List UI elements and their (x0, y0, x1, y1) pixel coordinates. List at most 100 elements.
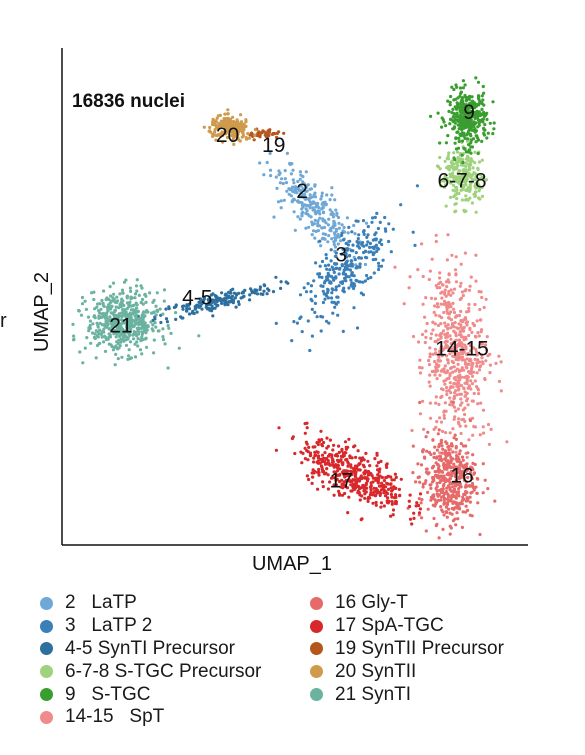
cluster-3-point (330, 291, 334, 295)
cluster-21-point (90, 291, 94, 295)
cluster-21-point (116, 325, 121, 329)
cluster-17-point (357, 485, 361, 489)
cluster-6-7-8-point (473, 150, 477, 154)
cluster-14-15-point (433, 347, 437, 351)
cluster-17-point (305, 421, 309, 425)
cluster-21-point (133, 322, 138, 326)
cluster-16-point (466, 475, 470, 480)
cluster-4-5-point (248, 298, 252, 302)
cluster-2-point (275, 186, 279, 190)
cluster-14-15-point (446, 323, 450, 327)
cluster-16-point (464, 444, 468, 448)
cluster-20-point (218, 132, 222, 136)
cluster-17-point (376, 461, 381, 465)
cluster-21-point (118, 334, 122, 338)
cluster-14-15-point (453, 268, 458, 272)
cluster-14-15-point (429, 332, 434, 336)
cluster-4-5-point (248, 293, 252, 297)
cluster-17-point (351, 478, 355, 482)
cluster-17-point (392, 496, 396, 500)
cluster-3-point (318, 264, 322, 268)
cluster-14-15-point (445, 354, 449, 358)
cluster-16-point (447, 448, 451, 452)
cluster-17-point (349, 489, 353, 493)
cluster-17-point (313, 450, 317, 454)
cluster-21-point (117, 306, 121, 310)
cluster-2-point (314, 212, 318, 216)
cluster-17-point (340, 449, 344, 453)
cluster-21-point (109, 319, 113, 323)
cluster-21-point (107, 303, 111, 307)
cluster-3-point (331, 311, 335, 315)
cluster-17-point (338, 472, 342, 477)
cluster-17-point (348, 454, 352, 458)
cluster-17-point (410, 522, 414, 526)
cluster-6-7-8-point (470, 201, 474, 205)
cluster-9-point (440, 116, 444, 120)
cluster-6-7-8-point (474, 210, 478, 214)
cluster-14-15-point (424, 335, 428, 339)
legend-item-16: 16 Gly-T (310, 592, 504, 615)
cluster-14-15-point (439, 336, 443, 340)
cluster-20-point (232, 121, 237, 125)
cluster-14-15-point (434, 395, 438, 399)
legend-swatch-4-5 (40, 642, 53, 656)
cluster-4-5-point (167, 307, 171, 311)
cluster-16-point (472, 472, 476, 476)
cluster-3-point (357, 256, 361, 260)
cluster-19-point (267, 133, 271, 137)
cluster-4-5-point (214, 295, 218, 299)
cluster-21-point (119, 340, 123, 344)
cluster-16-point (433, 445, 437, 449)
cluster-6-7-8-point (461, 183, 465, 187)
cluster-14-15-point (454, 334, 458, 338)
cluster-16-point (450, 512, 454, 516)
cluster-21-point (124, 343, 129, 347)
cluster-14-15-point (427, 358, 431, 363)
cluster-3-point (334, 285, 338, 289)
cluster-16-point (444, 490, 448, 494)
cluster-14-15-point (473, 357, 477, 361)
cluster-17-point (417, 511, 422, 515)
cluster-21-point (140, 335, 144, 339)
cluster-14-15-point (460, 401, 464, 405)
cluster-16-point (420, 498, 424, 502)
cluster-3-point (340, 252, 344, 256)
cluster-16-point (455, 511, 459, 515)
cluster-2-point (332, 242, 336, 247)
cluster-17-point (364, 481, 368, 485)
cluster-20-point (236, 137, 240, 141)
cluster-17-point (375, 464, 379, 468)
cluster-21-point (136, 337, 140, 341)
cluster-6-7-8-point (465, 139, 470, 143)
cluster-17-point (337, 479, 342, 484)
cluster-16-point (470, 466, 474, 470)
cluster-9-point (491, 100, 495, 104)
cluster-6-7-8-point (476, 181, 480, 185)
cluster-9-point (454, 147, 459, 151)
cluster-14-15-point (440, 296, 444, 300)
cluster-9-point (452, 126, 457, 130)
cluster-21-point (129, 308, 134, 312)
cluster-3-point (348, 264, 352, 268)
cluster-3-point (361, 293, 365, 297)
cluster-16-point (441, 527, 445, 532)
cluster-6-7-8-point (480, 185, 484, 189)
cluster-17-point (393, 472, 397, 476)
cluster-3-point (321, 315, 325, 319)
cluster-21-point (121, 291, 125, 295)
cluster-21-point (133, 292, 138, 296)
cluster-14-15-point (470, 363, 474, 367)
cluster-9-point (462, 104, 467, 108)
cluster-3-point (347, 225, 351, 229)
cluster-17-point (377, 468, 381, 472)
cluster-16-point (453, 475, 458, 479)
cluster-14-15-point (477, 290, 481, 294)
cluster-14-15-point (420, 242, 424, 246)
cluster-16-point (428, 483, 432, 487)
cluster-3-point (377, 264, 381, 268)
cluster-21-point (103, 324, 107, 328)
cluster-6-7-8-point (468, 183, 472, 187)
cluster-14-15-point (440, 316, 444, 320)
cluster-14-15-point (480, 295, 484, 300)
